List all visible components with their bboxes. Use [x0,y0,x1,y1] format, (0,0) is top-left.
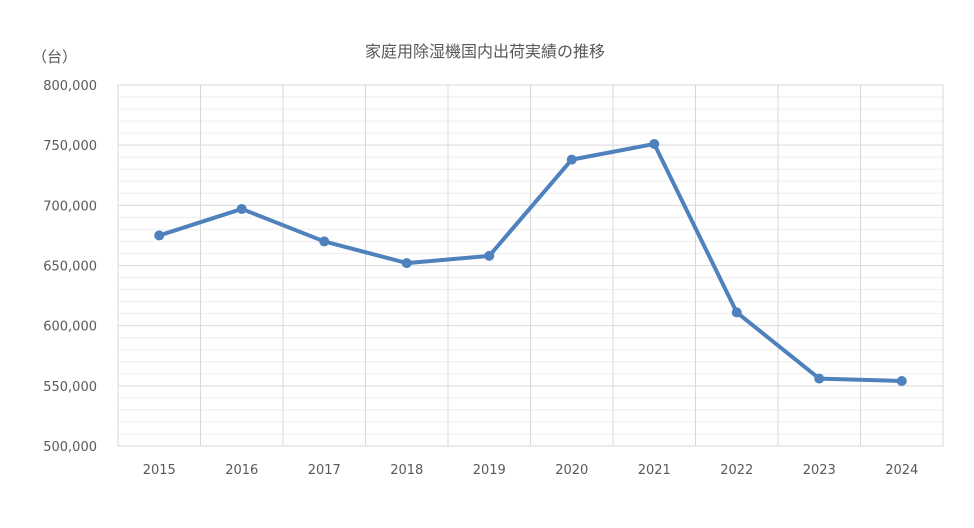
x-tick-label: 2016 [225,463,258,478]
data-point [731,307,742,318]
data-point [154,230,165,241]
series-line [157,141,904,384]
data-point [236,203,247,214]
data-point [649,138,660,149]
chart-title: 家庭用除湿機国内出荷実績の推移 [365,42,605,61]
y-tick-label: 550,000 [43,380,97,395]
x-tick-label: 2019 [473,463,506,478]
x-tick-label: 2021 [638,463,671,478]
x-tick-label: 2024 [885,463,918,478]
x-axis-tick-labels: 2015 2016 2017 2018 2019 2020 2021 2022 2023 2024 [143,463,919,478]
data-point [401,258,412,269]
y-axis-tick-labels: 500,000 550,000 600,000 650,000 700,000 750,0… [43,79,97,455]
x-tick-label: 2020 [555,463,588,478]
y-tick-label: 500,000 [43,440,97,455]
data-point [896,376,907,387]
x-tick-label: 2015 [143,463,176,478]
y-axis-unit-label: （台） [32,48,77,66]
y-tick-label: 800,000 [43,79,97,94]
y-tick-label: 600,000 [43,320,97,335]
x-tick-label: 2018 [390,463,423,478]
data-point [319,236,330,247]
y-tick-label: 750,000 [43,139,97,154]
series-group [154,138,907,387]
x-tick-label: 2017 [308,463,341,478]
data-point [814,373,825,384]
y-tick-label: 700,000 [43,199,97,214]
x-tick-label: 2022 [720,463,753,478]
plot-area-border [117,84,944,447]
data-point [484,250,495,261]
vertical-gridlines [200,85,861,446]
y-tick-label: 650,000 [43,260,97,275]
x-tick-label: 2023 [803,463,836,478]
data-point [566,154,577,165]
